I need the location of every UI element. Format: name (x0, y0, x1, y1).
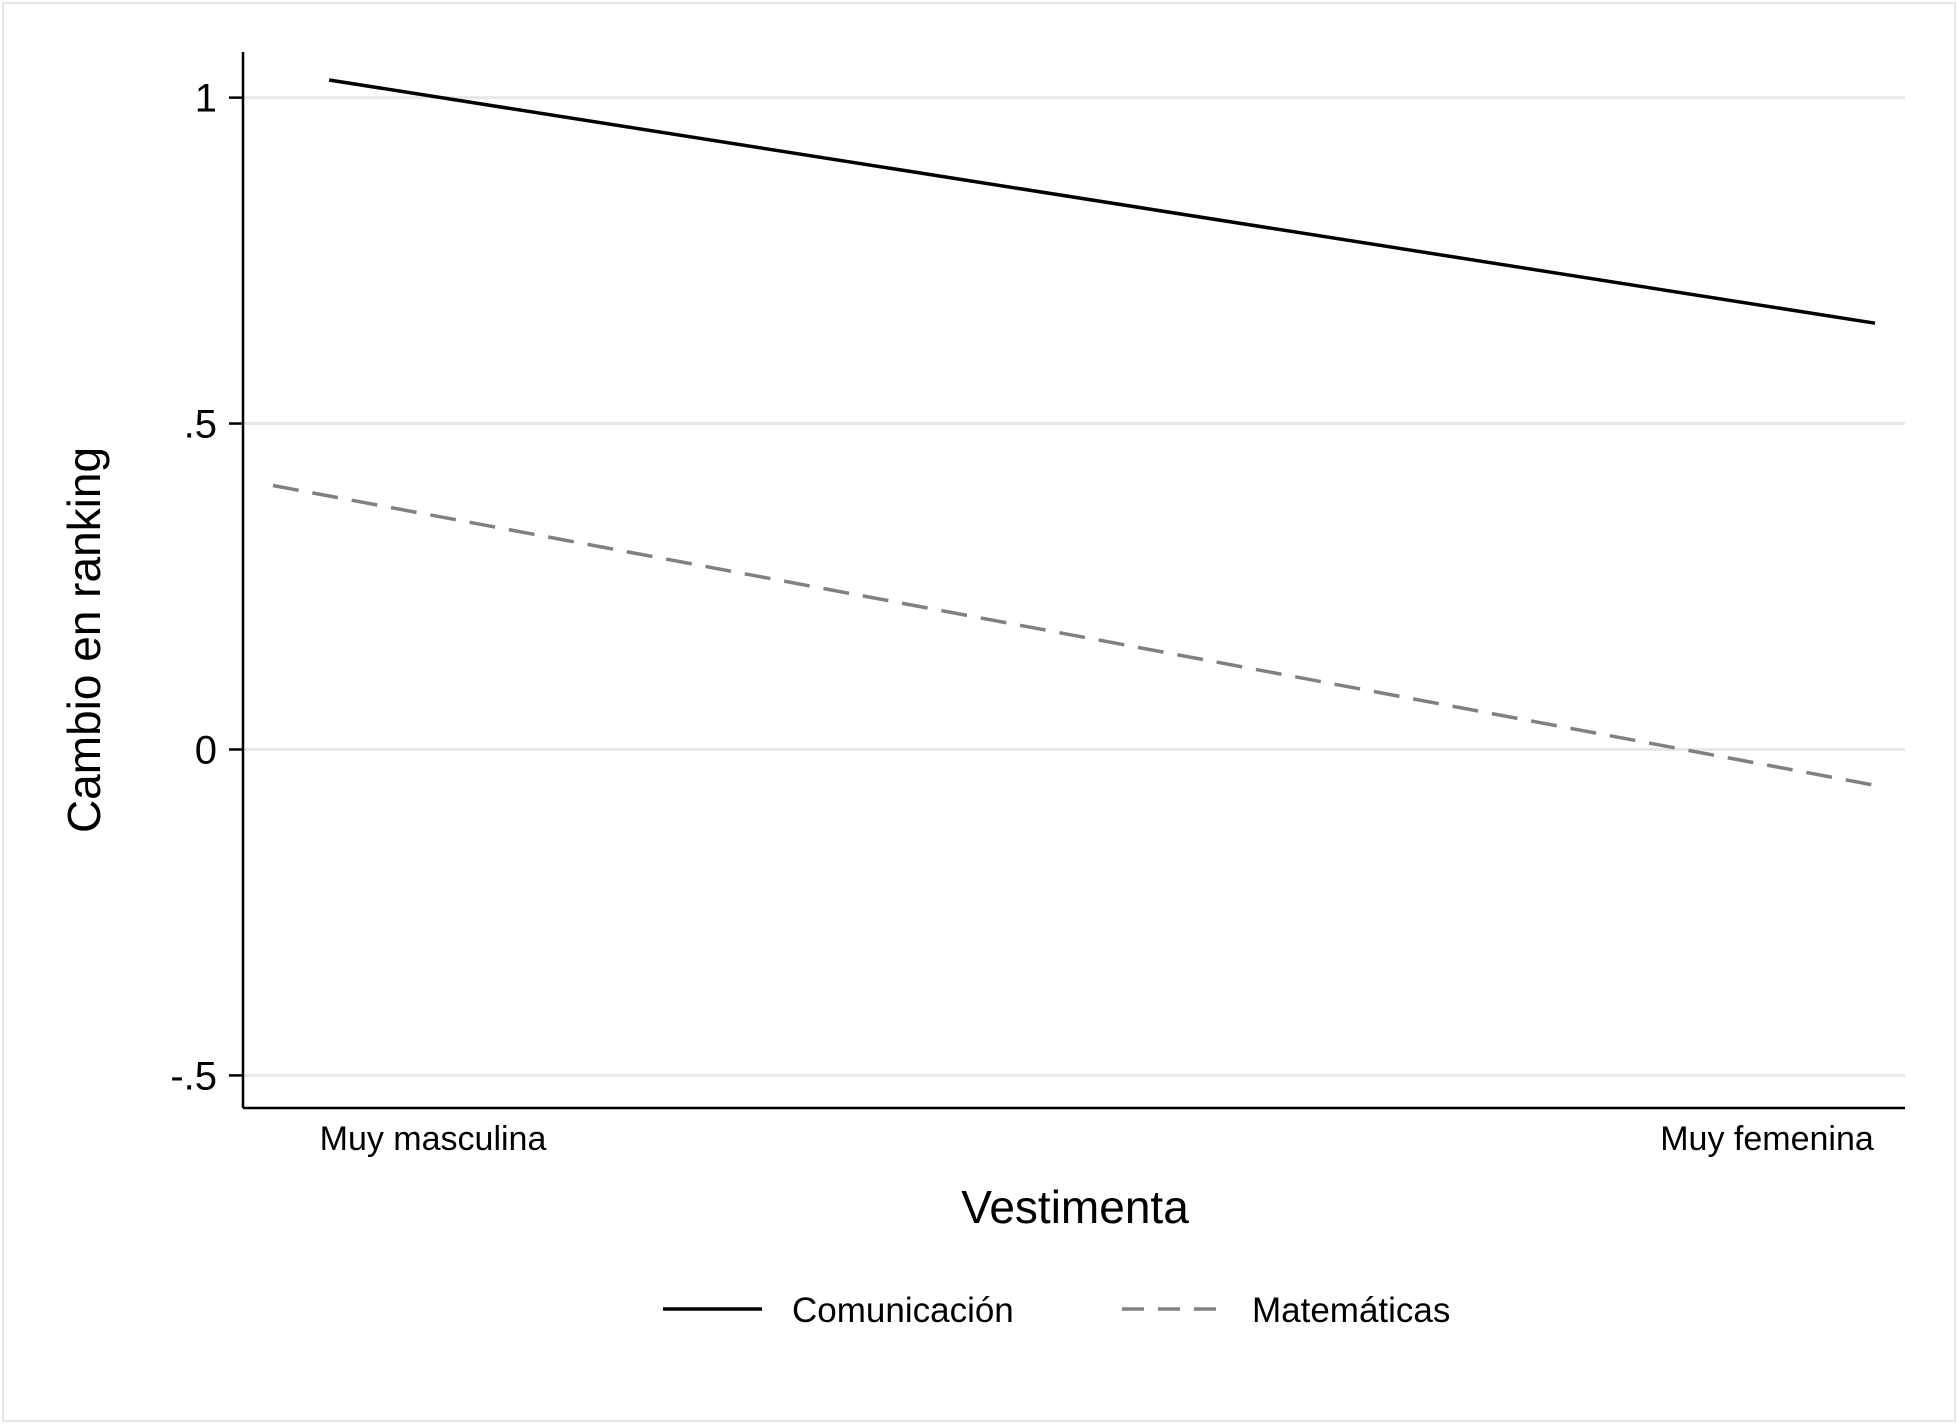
legend-label: Comunicación (792, 1291, 1014, 1330)
y-tick-label: 1 (195, 77, 217, 121)
y-tick-label: -.5 (170, 1054, 217, 1098)
x-category-label: Muy masculina (320, 1120, 547, 1158)
legend-label: Matemáticas (1252, 1291, 1450, 1330)
y-tick-label: 0 (195, 728, 217, 772)
x-axis-title: Vestimenta (961, 1181, 1189, 1233)
x-category-label: Muy femenina (1660, 1120, 1874, 1158)
series-line-matematicas (272, 483, 1876, 788)
y-axis-ticks: -.5 0 .5 1 (170, 77, 243, 1098)
legend: Comunicación Matemáticas (663, 1291, 1450, 1330)
y-axis-title: Cambio en ranking (58, 447, 110, 833)
series-lines (272, 78, 1876, 788)
series-line-comunicacion (328, 78, 1876, 325)
axes (241, 52, 1905, 1110)
x-axis-categories: Muy masculina Muy femenina (320, 1120, 1874, 1158)
y-tick-label: .5 (184, 403, 217, 447)
gridlines (243, 96, 1905, 1077)
